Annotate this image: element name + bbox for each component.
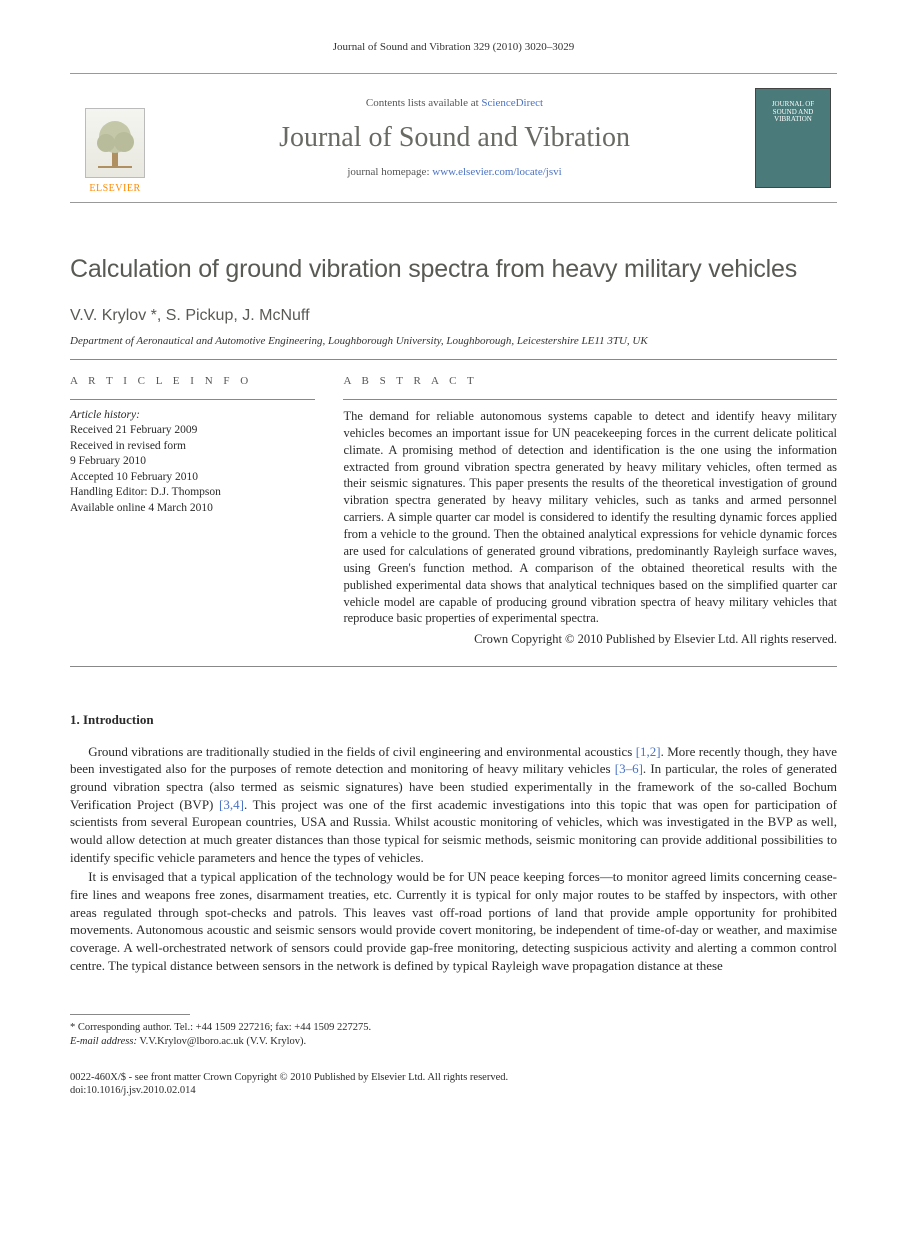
ref-link-1-2[interactable]: [1,2] — [636, 744, 661, 759]
history-revised-2: 9 February 2010 — [70, 454, 315, 470]
homepage-prefix: journal homepage: — [347, 166, 432, 178]
publisher-block: ELSEVIER — [70, 74, 160, 202]
history-online: Available online 4 March 2010 — [70, 501, 315, 517]
rule-bottom — [70, 666, 837, 667]
sciencedirect-link[interactable]: ScienceDirect — [481, 97, 543, 109]
article-title: Calculation of ground vibration spectra … — [70, 253, 837, 287]
corresponding-author: * Corresponding author. Tel.: +44 1509 2… — [70, 1021, 837, 1035]
para-2: It is envisaged that a typical applicati… — [70, 868, 837, 974]
article-info: A R T I C L E I N F O Article history: R… — [70, 374, 315, 648]
masthead: ELSEVIER Contents lists available at Sci… — [70, 73, 837, 203]
footer: 0022-460X/$ - see front matter Crown Cop… — [70, 1071, 837, 1098]
footer-line-1: 0022-460X/$ - see front matter Crown Cop… — [70, 1071, 837, 1085]
email-footnote: E-mail address: V.V.Krylov@lboro.ac.uk (… — [70, 1035, 837, 1049]
history-received: Received 21 February 2009 — [70, 423, 315, 439]
masthead-center: Contents lists available at ScienceDirec… — [160, 74, 749, 202]
abstract-copyright: Crown Copyright © 2010 Published by Else… — [343, 631, 837, 648]
info-abstract-row: A R T I C L E I N F O Article history: R… — [70, 360, 837, 666]
abstract-heading: A B S T R A C T — [343, 374, 837, 389]
history-label: Article history: — [70, 408, 315, 424]
ref-link-3-4[interactable]: [3,4] — [219, 797, 244, 812]
ref-link-3-6[interactable]: [3–6] — [615, 761, 643, 776]
journal-name: Journal of Sound and Vibration — [160, 119, 749, 157]
footer-line-2: doi:10.1016/j.jsv.2010.02.014 — [70, 1084, 837, 1098]
cover-label: JOURNAL OF SOUND AND VIBRATION — [756, 101, 830, 124]
publisher-label: ELSEVIER — [89, 182, 140, 196]
elsevier-logo — [85, 108, 145, 178]
article-page: Journal of Sound and Vibration 329 (2010… — [0, 0, 907, 1148]
homepage-link[interactable]: www.elsevier.com/locate/jsvi — [432, 166, 561, 178]
section-1-heading: 1. Introduction — [70, 711, 837, 729]
affiliation: Department of Aeronautical and Automotiv… — [70, 334, 837, 349]
para-1: Ground vibrations are traditionally stud… — [70, 743, 837, 867]
history-revised-1: Received in revised form — [70, 439, 315, 455]
homepage-line: journal homepage: www.elsevier.com/locat… — [160, 165, 749, 180]
email-address: V.V.Krylov@lboro.ac.uk (V.V. Krylov). — [137, 1036, 306, 1047]
history-accepted: Accepted 10 February 2010 — [70, 470, 315, 486]
info-heading: A R T I C L E I N F O — [70, 374, 315, 389]
running-head: Journal of Sound and Vibration 329 (2010… — [70, 40, 837, 55]
contents-line: Contents lists available at ScienceDirec… — [160, 96, 749, 111]
abstract-text: The demand for reliable autonomous syste… — [343, 408, 837, 627]
tree-icon — [92, 115, 138, 171]
p1-a: Ground vibrations are traditionally stud… — [88, 744, 636, 759]
email-label: E-mail address: — [70, 1036, 137, 1047]
contents-prefix: Contents lists available at — [366, 97, 481, 109]
journal-cover: JOURNAL OF SOUND AND VIBRATION — [755, 88, 831, 188]
footnote-separator — [70, 1014, 190, 1015]
authors: V.V. Krylov *, S. Pickup, J. McNuff — [70, 305, 837, 327]
cover-block: JOURNAL OF SOUND AND VIBRATION — [749, 74, 837, 202]
history-editor: Handling Editor: D.J. Thompson — [70, 485, 315, 501]
abstract: A B S T R A C T The demand for reliable … — [343, 374, 837, 648]
